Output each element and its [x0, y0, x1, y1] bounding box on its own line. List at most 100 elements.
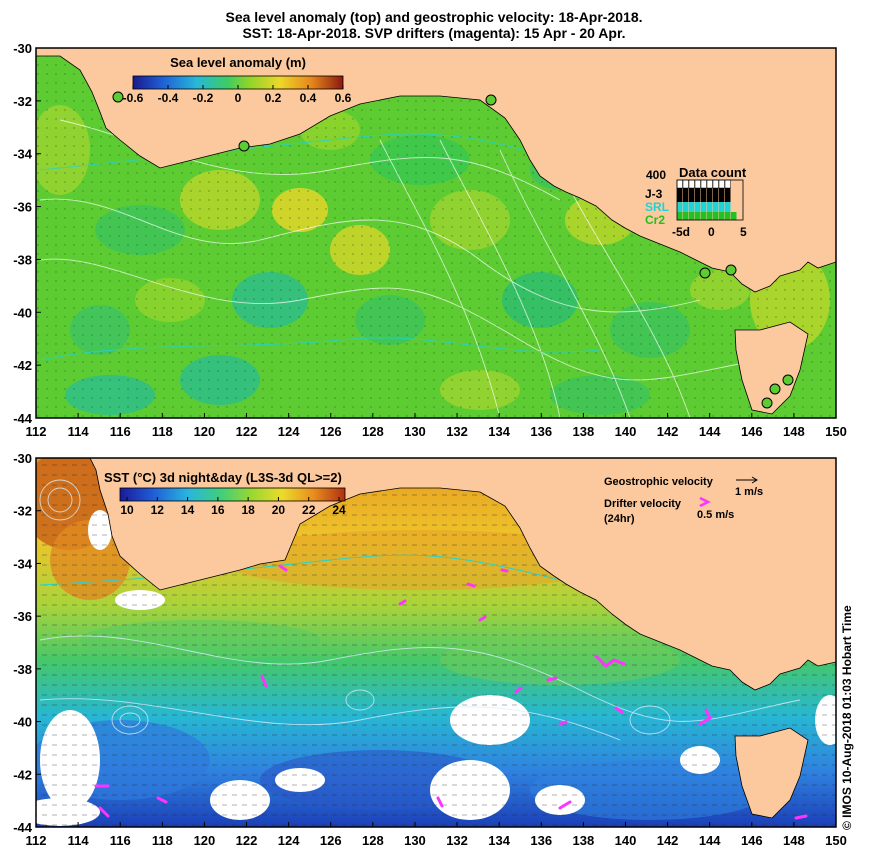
- sst-lat-tick-label: -36: [13, 609, 32, 624]
- sst-lat-tick-label: -34: [13, 556, 33, 571]
- sla-lon-tick-label: 122: [236, 424, 258, 439]
- sla-frame: [35, 47, 837, 419]
- geo-velocity-scale: 1 m/s: [735, 486, 763, 498]
- sla-lat-tick-label: -36: [13, 200, 32, 215]
- data-count-bar: [718, 179, 725, 189]
- sst-lon-tick-label: 146: [741, 833, 763, 848]
- sla-lon-tick-label: 142: [657, 424, 679, 439]
- data-count-bar: [694, 179, 701, 189]
- sla-colorbar-title: Sea level anomaly (m): [170, 55, 306, 70]
- drifter-tracks: [94, 564, 808, 820]
- sla-panel: Sea level anomaly (m) -0.6 -0.4 -0.2 0 0.2 0.…: [13, 41, 847, 439]
- sla-lon-tick-label: 140: [615, 424, 637, 439]
- data-count-max-label: 400: [646, 168, 666, 182]
- sst-lat-tick-label: -44: [13, 820, 33, 835]
- data-count-bar: [725, 212, 731, 220]
- data-count-bar: [676, 179, 683, 189]
- sla-lon-tick-label: 120: [194, 424, 216, 439]
- colorbar-tick-label: -0.6: [123, 91, 144, 105]
- sla-tasmania: [734, 321, 809, 415]
- data-count-bar: [706, 179, 713, 189]
- data-count-bar: [719, 212, 725, 220]
- sst-tasmania: [734, 727, 809, 819]
- drifter-velocity-label: Drifter velocity: [604, 498, 682, 510]
- sla-lon-tick-label: 146: [741, 424, 763, 439]
- credit-text: © IMOS 10-Aug-2018 01:03 Hobart Time: [840, 605, 854, 830]
- data-count-bar: [682, 179, 689, 189]
- sla-lon-tick-label: 148: [783, 424, 805, 439]
- data-count-series-srl: SRL: [645, 200, 669, 214]
- drifter-velocity-arrow: [699, 496, 711, 508]
- sst-lon-tick-label: 134: [488, 833, 510, 848]
- sla-lat-tick-label: -44: [13, 411, 33, 426]
- sla-lon-tick-label: 136: [530, 424, 552, 439]
- sst-colorbar-title: SST (°C) 3d night&day (L3S-3d QL>=2): [104, 470, 342, 485]
- sst-colorbar-ticks: 10 12 14 16 18 20 22 24: [120, 497, 346, 517]
- data-count-bar: [719, 202, 725, 212]
- data-count-inset: Data count 400 J-3 SRL Cr2 -5d 0 5: [645, 165, 747, 239]
- sla-land: [36, 48, 836, 293]
- data-count-bar: [695, 202, 701, 212]
- sla-lat-tick-label: -32: [13, 94, 32, 109]
- data-count-bar: [689, 188, 695, 202]
- data-count-bar: [700, 179, 707, 189]
- sla-lon-axis: 112 114 116 118 120 122 124 126 128 130 132 134 136 1…: [26, 413, 847, 439]
- data-count-bar: [719, 188, 725, 202]
- sst-lon-tick-label: 118: [152, 833, 173, 848]
- sla-lat-tick-label: -34: [13, 147, 33, 162]
- sla-lat-tick-label: -42: [13, 358, 32, 373]
- sla-lon-tick-label: 130: [404, 424, 426, 439]
- data-count-tick-mid: 0: [708, 225, 715, 239]
- sst-lon-tick-label: 116: [110, 833, 131, 848]
- sla-lon-tick-label: 112: [26, 424, 47, 439]
- sla-lat-tick-label: -30: [13, 41, 32, 56]
- sst-lon-tick-label: 150: [825, 833, 847, 848]
- sst-frame: [35, 457, 837, 828]
- sst-panel: SST (°C) 3d night&day (L3S-3d QL>=2) 10 1…: [13, 451, 847, 848]
- sst-lat-tick-label: -30: [13, 451, 32, 466]
- colorbar-tick-label: 20: [272, 503, 286, 517]
- data-count-bar: [731, 212, 737, 220]
- data-count-bar: [701, 188, 707, 202]
- colorbar-tick-label: 16: [211, 503, 225, 517]
- figure-title-line-1: Sea level anomaly (top) and geostrophic …: [225, 9, 642, 25]
- figure-title-line-2: SST: 18-Apr-2018. SVP drifters (magenta)…: [242, 25, 625, 41]
- sst-lat-axis: -30 -32 -34 -36 -38 -40 -42 -44: [13, 451, 41, 835]
- data-count-bar: [713, 202, 719, 212]
- velocity-legend: Geostrophic velocity 1 m/s Drifter veloc…: [604, 476, 763, 525]
- data-count-bar: [707, 188, 713, 202]
- sla-tide-gauges: [112, 91, 794, 409]
- data-count-bar: [695, 212, 701, 220]
- data-count-bar: [683, 212, 689, 220]
- sst-lon-tick-label: 122: [236, 833, 258, 848]
- sst-lon-tick-label: 128: [362, 833, 384, 848]
- data-count-bar: [688, 179, 695, 189]
- data-count-bar: [689, 212, 695, 220]
- data-count-bar: [677, 212, 683, 220]
- data-count-bar: [707, 202, 713, 212]
- sla-lat-tick-label: -38: [13, 252, 32, 267]
- sla-lon-tick-label: 114: [68, 424, 90, 439]
- data-count-tick-left: -5d: [672, 225, 690, 239]
- sla-lon-tick-label: 132: [446, 424, 468, 439]
- sst-lon-tick-label: 142: [657, 833, 679, 848]
- sst-land: [36, 458, 836, 691]
- colorbar-tick-label: -0.4: [158, 91, 179, 105]
- sst-lon-tick-label: 144: [699, 833, 721, 848]
- colorbar-tick-label: 0: [235, 91, 242, 105]
- colorbar-tick-label: 10: [120, 503, 134, 517]
- sst-lat-tick-label: -38: [13, 662, 32, 677]
- sst-contours: [39, 479, 801, 741]
- sla-lat-tick-label: -40: [13, 305, 32, 320]
- sla-lon-tick-label: 134: [488, 424, 510, 439]
- data-count-bar: [713, 188, 719, 202]
- sla-lon-tick-label: 138: [573, 424, 595, 439]
- data-count-bar: [713, 212, 719, 220]
- data-count-bar: [695, 188, 701, 202]
- colorbar-tick-label: 12: [151, 503, 165, 517]
- colorbar-tick-label: -0.2: [193, 91, 214, 105]
- drifter-velocity-scale: 0.5 m/s: [697, 509, 734, 521]
- sst-lon-axis: 112 114 116 118 120 122 124 126 128 130 132 134 136 1…: [26, 822, 847, 848]
- sst-lon-tick-label: 114: [68, 833, 90, 848]
